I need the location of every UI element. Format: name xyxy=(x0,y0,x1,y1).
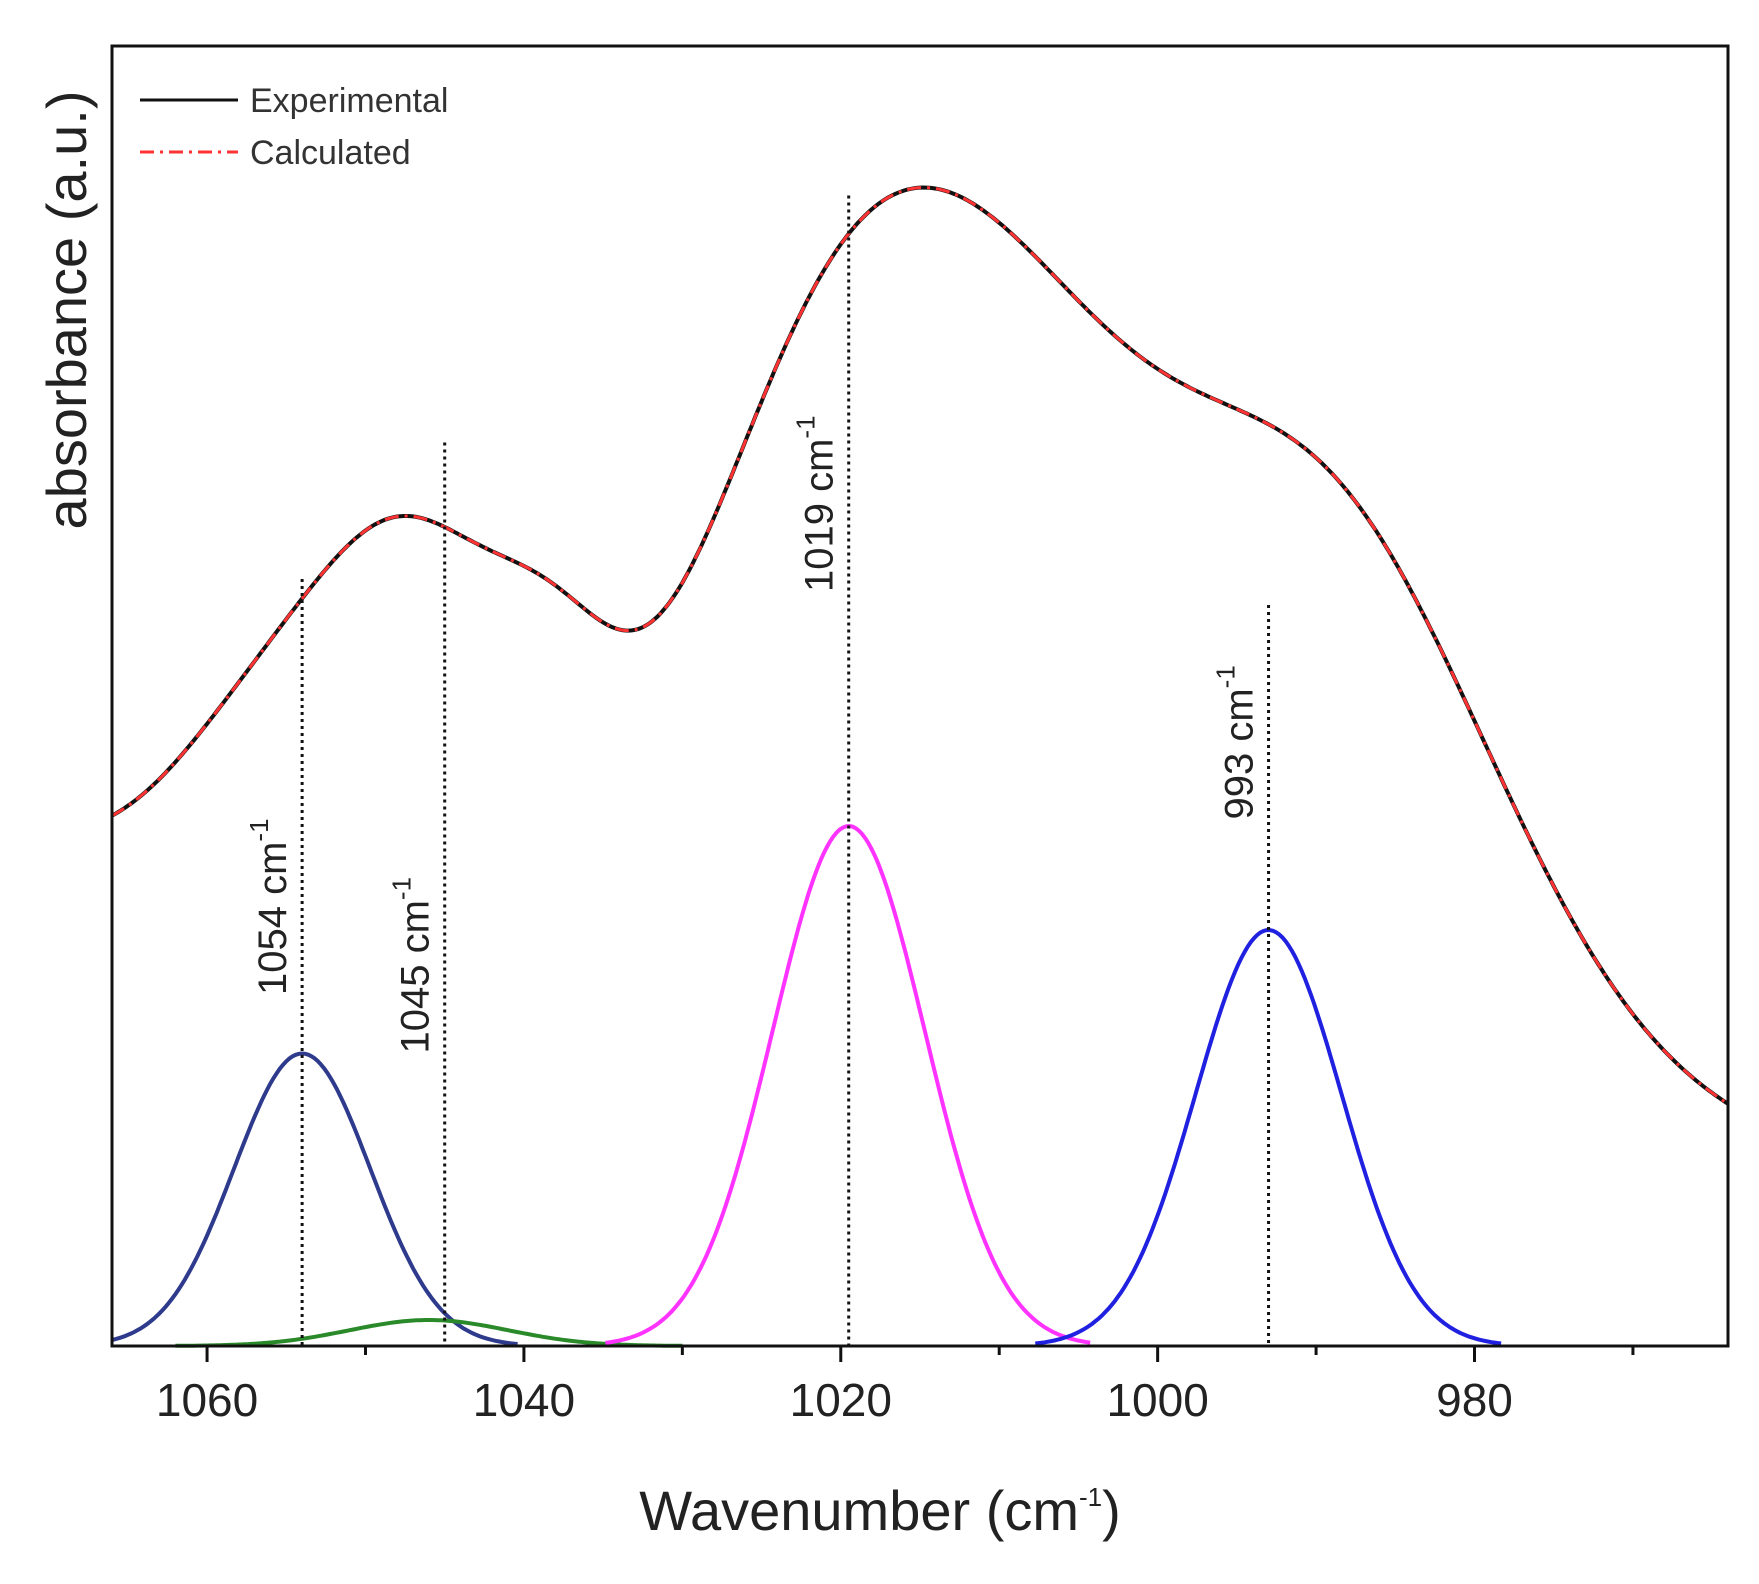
peak-label: 1045 cm-1 xyxy=(387,877,438,1054)
peak-label: 993 cm-1 xyxy=(1211,665,1262,819)
y-axis-title: absorbance (a.u.) xyxy=(35,91,98,530)
x-axis-title: Wavenumber (cm-1) xyxy=(639,1479,1121,1542)
component-peak-1054 xyxy=(111,1051,518,1346)
legend-label-calculated: Calculated xyxy=(250,134,411,172)
x-axis-title-main: Wavenumber (cm xyxy=(639,1479,1079,1542)
legend: Experimental Calculated xyxy=(140,82,448,172)
x-tick-label: 1040 xyxy=(473,1374,575,1426)
x-axis-title-close: ) xyxy=(1102,1479,1121,1542)
peak-annotations: 1054 cm-1 1045 cm-1 1019 cm-1 993 cm-1 xyxy=(244,195,1271,1346)
component-peak-1046 xyxy=(175,1318,683,1348)
calculated-curve xyxy=(111,185,1729,1106)
x-tick-label: 1060 xyxy=(156,1374,258,1426)
x-axis-ticks: 1060 1040 1020 1000 980 xyxy=(156,1346,1635,1426)
x-axis-title-superscript: -1 xyxy=(1079,1482,1102,1512)
x-tick-label: 980 xyxy=(1436,1374,1513,1426)
peak-label: 1019 cm-1 xyxy=(791,415,842,592)
plot-frame xyxy=(110,44,1730,1348)
x-tick-label: 1020 xyxy=(790,1374,892,1426)
x-tick-label: 1000 xyxy=(1106,1374,1208,1426)
legend-label-experimental: Experimental xyxy=(250,82,448,120)
component-peak-993 xyxy=(1035,928,1502,1346)
peak-label: 1054 cm-1 xyxy=(244,818,295,995)
